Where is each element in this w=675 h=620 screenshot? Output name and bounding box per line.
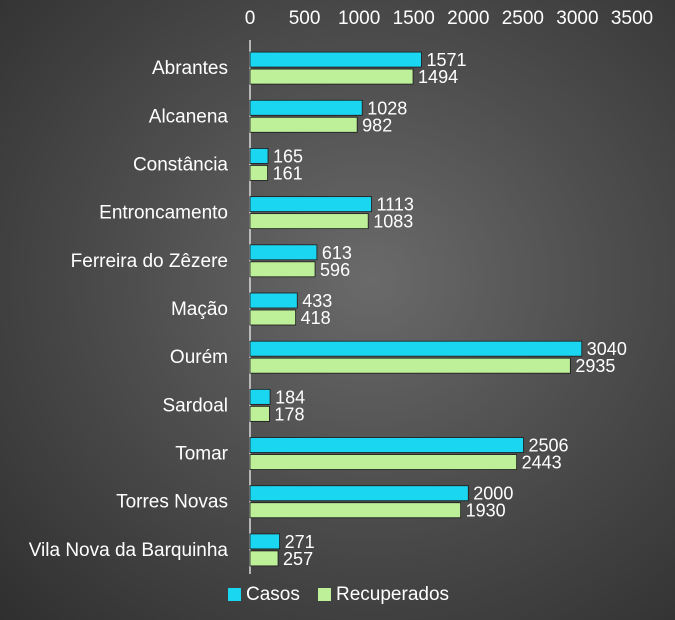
bar-recuperados — [249, 502, 462, 519]
data-label: 3040 — [587, 339, 627, 359]
data-label: 1930 — [466, 501, 506, 521]
bar-casos — [249, 196, 372, 213]
bar-casos — [249, 244, 318, 261]
data-label: 2935 — [575, 356, 615, 376]
data-label: 2506 — [529, 436, 569, 456]
x-tick-label: 1000 — [338, 8, 380, 29]
data-label: 1571 — [426, 50, 466, 70]
legend-swatch — [228, 588, 241, 601]
bar-casos — [249, 485, 469, 502]
bar-casos — [249, 148, 269, 164]
x-tick-label: 2000 — [447, 8, 489, 29]
x-tick-label: 0 — [245, 8, 256, 29]
bar-casos — [249, 99, 363, 116]
bar-recuperados — [249, 165, 268, 181]
legend-label: Casos — [246, 584, 300, 605]
data-label: 1113 — [376, 195, 413, 215]
data-label: 1028 — [367, 98, 407, 118]
data-label: 1083 — [373, 212, 413, 232]
category-label: Sardoal — [163, 395, 229, 416]
bar-recuperados — [249, 116, 358, 133]
data-label: 184 — [275, 387, 305, 407]
category-label: Ourém — [170, 347, 228, 368]
data-label: 165 — [273, 146, 303, 166]
data-label: 613 — [322, 243, 352, 263]
x-tick-label: 3500 — [611, 8, 653, 29]
bar-recuperados — [249, 261, 316, 278]
category-label: Tomar — [175, 444, 228, 465]
bar-recuperados — [249, 68, 414, 85]
x-tick-label: 3000 — [556, 8, 598, 29]
data-label: 161 — [273, 163, 303, 183]
data-label: 418 — [301, 308, 331, 328]
category-label: Ferreira do Zêzere — [71, 251, 228, 272]
x-tick-label: 2500 — [502, 8, 544, 29]
legend-swatch — [318, 588, 331, 601]
legend-label: Recuperados — [336, 584, 449, 605]
category-label: Abrantes — [152, 58, 228, 79]
bar-recuperados — [249, 309, 297, 326]
data-label: 178 — [274, 404, 304, 424]
data-label: 271 — [285, 532, 315, 552]
bar-recuperados — [249, 213, 369, 230]
data-label: 982 — [362, 115, 392, 135]
bar-casos — [249, 292, 298, 309]
bar-recuperados — [249, 454, 518, 470]
bar-casos — [249, 340, 583, 357]
category-label: Constância — [133, 154, 228, 175]
category-label: Vila Nova da Barquinha — [29, 540, 229, 561]
bar-recuperados — [249, 405, 270, 422]
bar-casos — [249, 437, 524, 453]
data-label: 433 — [302, 291, 332, 311]
x-tick-label: 500 — [289, 8, 321, 29]
category-label: Mação — [171, 299, 228, 320]
x-tick-label: 1500 — [393, 8, 435, 29]
category-label: Torres Novas — [116, 492, 228, 513]
bar-casos — [249, 533, 280, 550]
bar-recuperados — [249, 357, 571, 374]
bar-casos — [249, 388, 271, 405]
data-label: 257 — [283, 549, 313, 569]
bar-casos — [249, 51, 422, 68]
bar-recuperados — [249, 550, 279, 567]
data-label: 596 — [320, 260, 350, 280]
data-label: 2443 — [522, 453, 562, 473]
category-label: Entroncamento — [99, 203, 228, 224]
data-label: 1494 — [418, 67, 458, 87]
data-label: 2000 — [473, 484, 513, 504]
category-label: Alcanena — [149, 106, 229, 127]
